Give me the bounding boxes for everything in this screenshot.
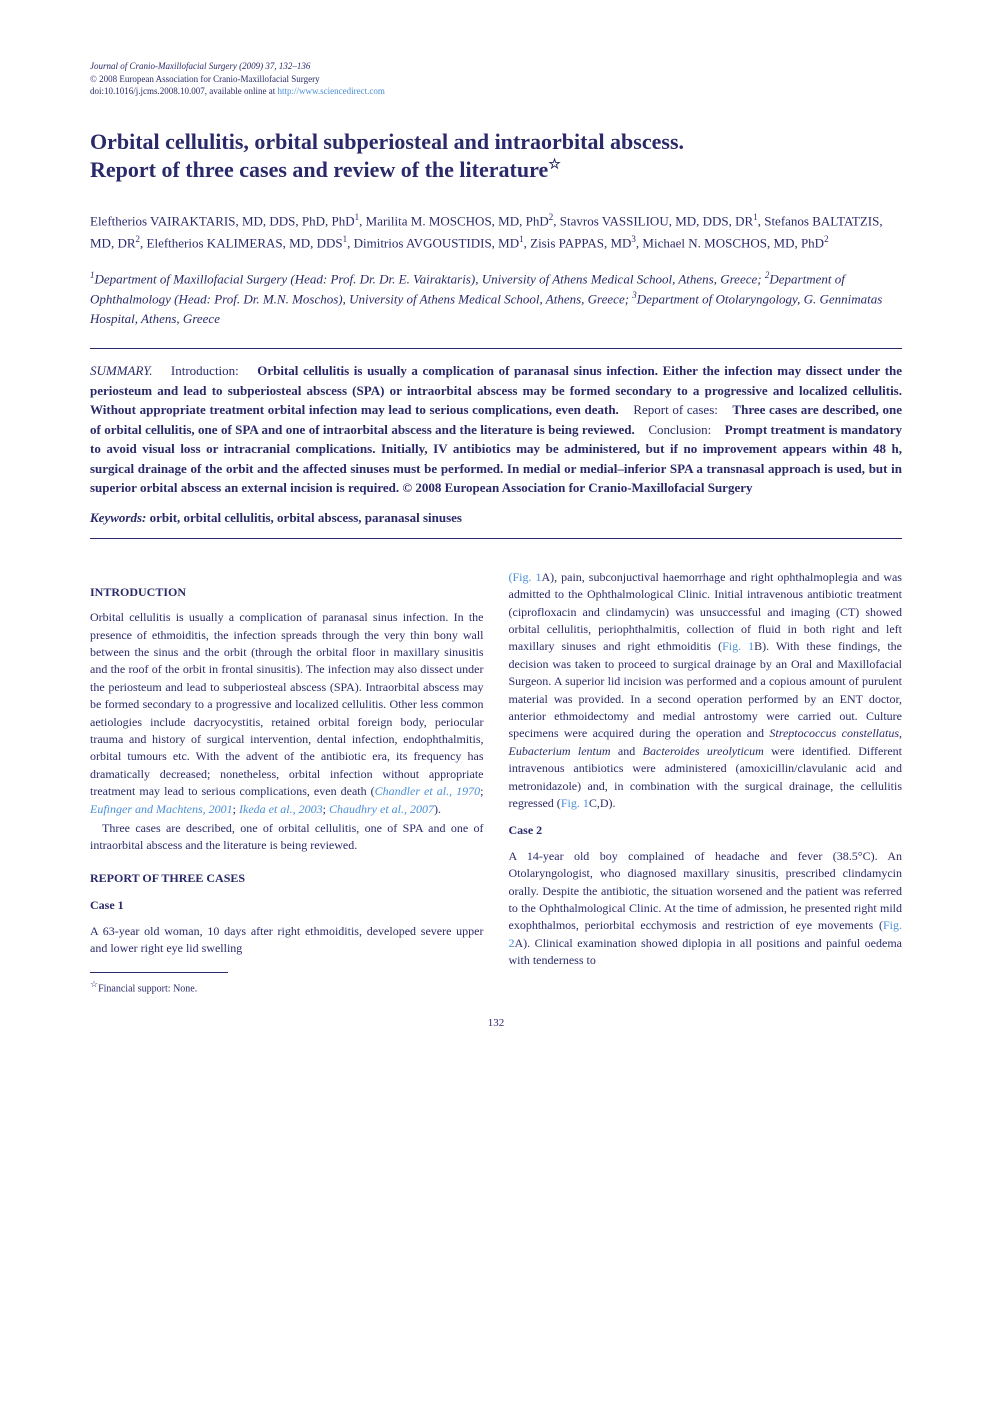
page-number: 132	[90, 1017, 902, 1029]
species-2: Eubacterium lentum	[509, 744, 611, 758]
right-column: (Fig. 1A), pain, subconjuctival haemorrh…	[509, 569, 903, 997]
intro-paragraph-2: Three cases are described, one of orbita…	[90, 820, 484, 855]
body-columns: INTRODUCTION Orbital cellulitis is usual…	[90, 569, 902, 997]
case2-paragraph-1: A 14-year old boy complained of headache…	[509, 848, 903, 970]
summary-label: SUMMARY.	[90, 363, 152, 378]
divider-top	[90, 348, 902, 349]
ref-chaudhry[interactable]: Chaudhry et al., 2007	[329, 802, 434, 816]
doi-line: doi:10.1016/j.jcms.2008.10.007, availabl…	[90, 86, 277, 96]
case1-continuation: (Fig. 1A), pain, subconjuctival haemorrh…	[509, 569, 903, 812]
journal-header: Journal of Cranio-Maxillofacial Surgery …	[90, 60, 902, 98]
journal-name-line: Journal of Cranio-Maxillofacial Surgery …	[90, 61, 310, 71]
ref-eufinger[interactable]: Eufinger and Machtens, 2001	[90, 802, 233, 816]
species-1: Streptococcus constellatus	[769, 726, 899, 740]
report-heading: REPORT OF THREE CASES	[90, 870, 484, 887]
intro-paragraph-1: Orbital cellulitis is usually a complica…	[90, 609, 484, 818]
doi-link[interactable]: http://www.sciencedirect.com	[277, 86, 384, 96]
case2-heading: Case 2	[509, 822, 903, 839]
species-3: Bacteroides ureolyticum	[643, 744, 764, 758]
footnote-text: Financial support: None.	[98, 984, 197, 995]
ref-chandler[interactable]: Chandler et al., 1970	[375, 784, 481, 798]
keywords-block: Keywords: orbit, orbital cellulitis, orb…	[90, 510, 902, 526]
authors-block: Eleftherios VAIRAKTARIS, MD, DDS, PhD, P…	[90, 210, 902, 254]
copyright-line: © 2008 European Association for Cranio-M…	[90, 73, 902, 86]
footnote-star: ☆	[90, 979, 98, 989]
footnote-section: ☆Financial support: None.	[90, 972, 228, 997]
divider-bottom	[90, 538, 902, 539]
ref-ikeda[interactable]: Ikeda et al., 2003	[239, 802, 323, 816]
left-column: INTRODUCTION Orbital cellulitis is usual…	[90, 569, 484, 997]
summary-block: SUMMARY. Introduction: Orbital celluliti…	[90, 361, 902, 498]
fig1cd-link[interactable]: Fig. 1	[561, 796, 589, 810]
affiliations-block: 1Department of Maxillofacial Surgery (He…	[90, 269, 902, 328]
introduction-heading: INTRODUCTION	[90, 584, 484, 601]
fig1b-link[interactable]: Fig. 1	[722, 639, 754, 653]
article-title: Orbital cellulitis, orbital subperiostea…	[90, 128, 902, 185]
case1-paragraph-1: A 63-year old woman, 10 days after right…	[90, 923, 484, 958]
fig1a-link[interactable]: (Fig. 1	[509, 570, 542, 584]
title-star: ☆	[548, 158, 561, 173]
case1-heading: Case 1	[90, 897, 484, 914]
